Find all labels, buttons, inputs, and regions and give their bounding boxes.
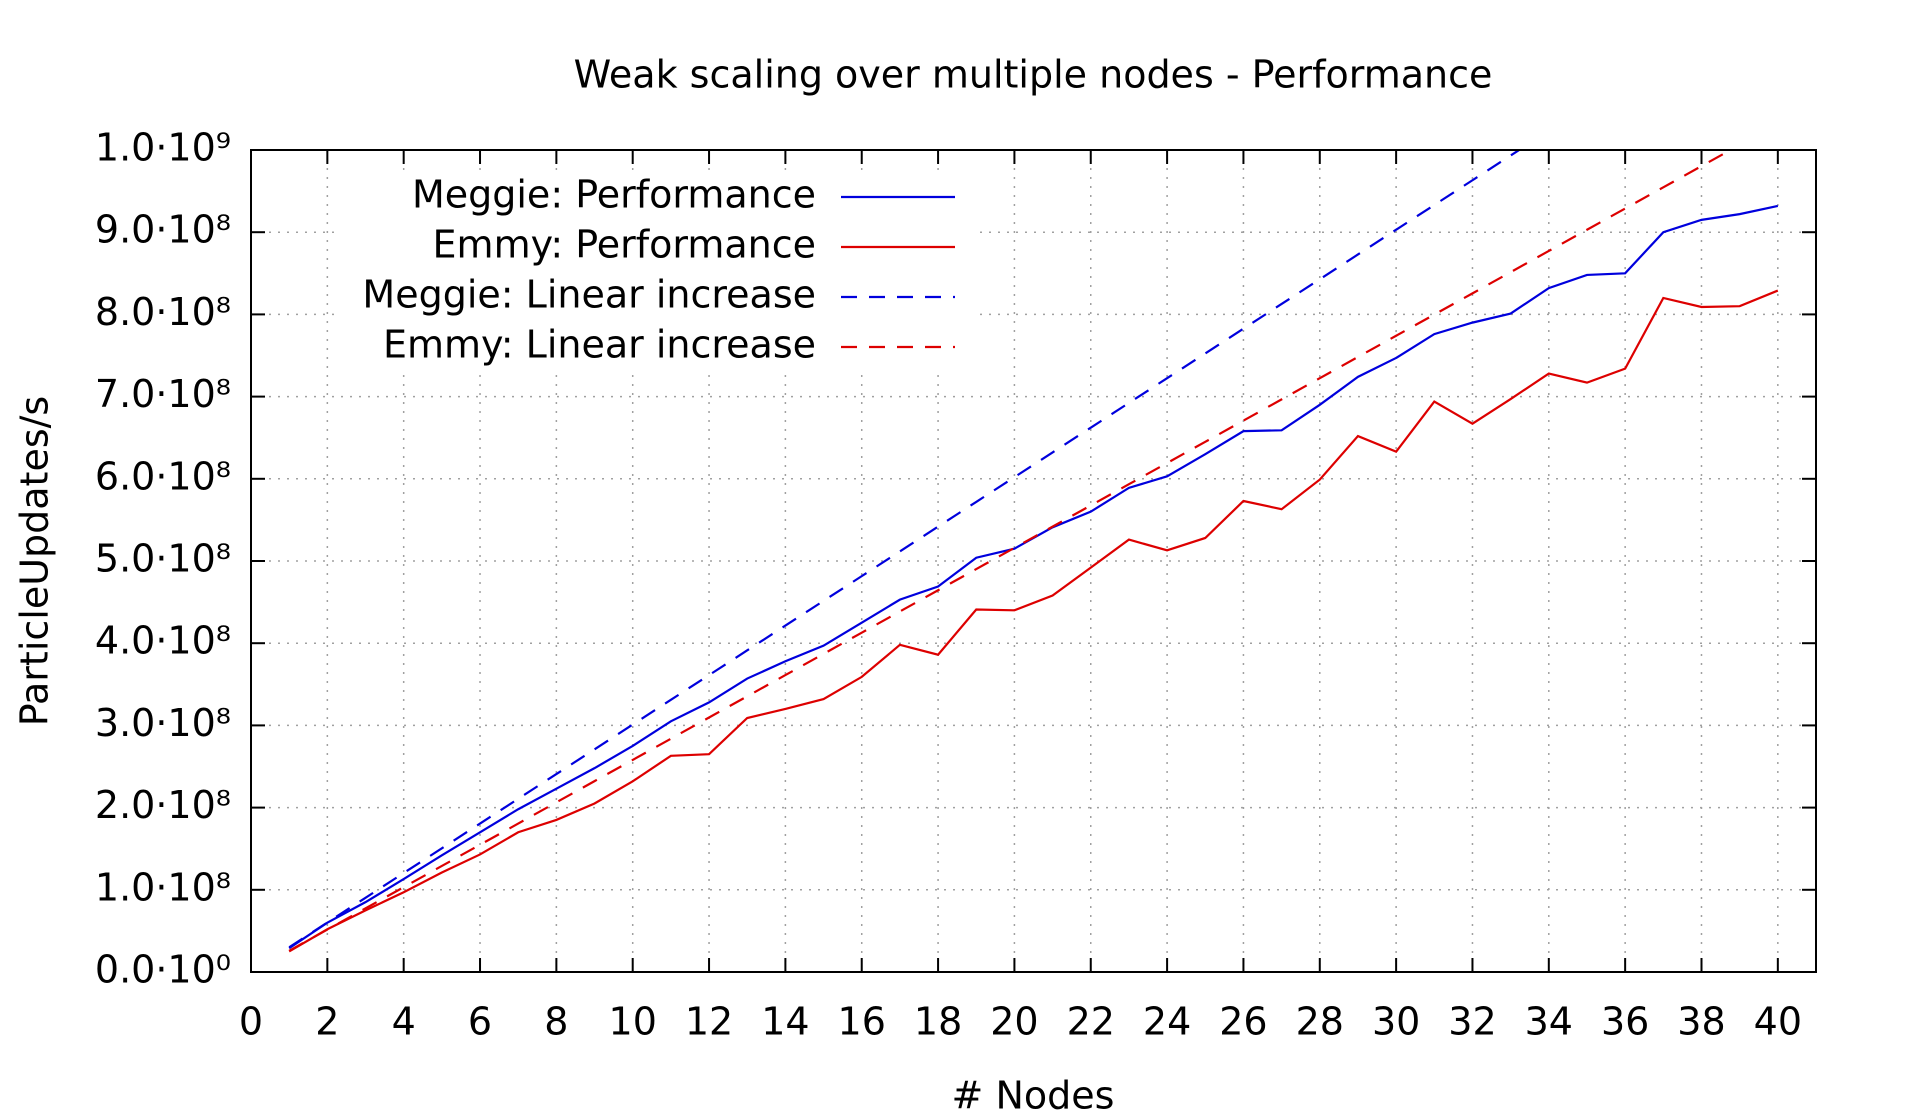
x-tick-label: 38 [1677,1000,1725,1044]
x-tick-label: 8 [544,1000,568,1044]
x-tick-label: 30 [1372,1000,1420,1044]
legend-background [335,173,975,373]
x-tick-label: 10 [609,1000,657,1044]
x-tick-label: 18 [914,1000,962,1044]
legend-label: Meggie: Performance [412,173,816,217]
x-tick-label: 22 [1067,1000,1115,1044]
x-axis-label: # Nodes [952,1074,1115,1118]
y-tick-label: 5.0·10⁸ [95,537,231,581]
x-tick-label: 16 [838,1000,886,1044]
chart-title: Weak scaling over multiple nodes - Perfo… [574,53,1493,97]
plot-frame [250,149,1817,973]
x-tick-label: 28 [1296,1000,1344,1044]
x-tick-label: 4 [392,1000,416,1044]
y-tick-label: 9.0·10⁸ [95,208,231,252]
y-tick-label: 3.0·10⁸ [95,701,231,745]
x-tick-label: 34 [1525,1000,1573,1044]
x-tick-label: 0 [239,1000,263,1044]
y-tick-label: 8.0·10⁸ [95,290,231,334]
y-tick-label: 4.0·10⁸ [95,619,231,663]
x-tick-label: 14 [761,1000,809,1044]
y-tick-label: 7.0·10⁸ [95,372,231,416]
y-tick-label: 2.0·10⁸ [95,783,231,827]
y-tick-label: 0.0·10⁰ [95,948,231,992]
y-axis-label: ParticleUpdates/s [13,396,57,726]
x-tick-label: 6 [468,1000,492,1044]
x-tick-label: 36 [1601,1000,1649,1044]
series-line [288,150,1522,949]
legend-label: Meggie: Linear increase [362,273,816,317]
plot-area [288,150,1779,953]
x-tick-label: 32 [1448,1000,1496,1044]
x-tick-label: 12 [685,1000,733,1044]
legend-label: Emmy: Performance [433,223,816,267]
x-tick-label: 20 [990,1000,1038,1044]
y-tick-label: 1.0·10⁹ [95,126,231,170]
series-line [288,289,1779,953]
x-tick-label: 24 [1143,1000,1191,1044]
y-tick-label: 1.0·10⁸ [95,865,231,909]
x-tick-label: 2 [315,1000,339,1044]
x-tick-label: 26 [1219,1000,1267,1044]
y-tick-label: 6.0·10⁸ [95,454,231,498]
series-line [288,150,1733,952]
x-tick-label: 40 [1754,1000,1802,1044]
legend-label: Emmy: Linear increase [383,323,816,367]
